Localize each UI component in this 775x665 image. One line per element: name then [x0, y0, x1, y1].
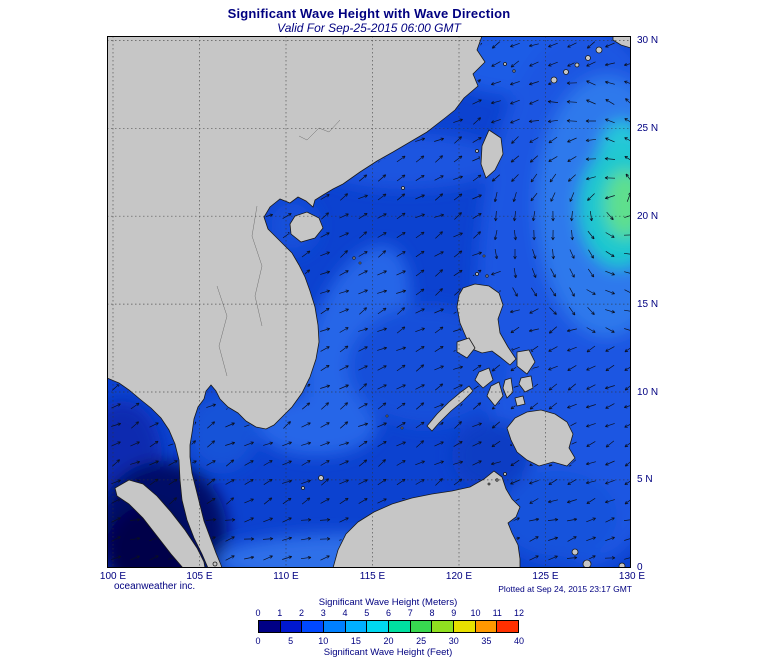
plotted-text: Plotted at Sep 24, 2015 23:17 GMT: [498, 584, 632, 594]
lat-tick-label: 0: [637, 562, 643, 574]
colorbar-segment: [323, 621, 345, 632]
colorbar-segment: [279, 621, 302, 632]
wave-arrows: [111, 41, 631, 561]
feet-tick-label: 35: [481, 636, 492, 646]
lon-tick-label: 120 E: [445, 571, 473, 582]
colorbar-segment: [431, 621, 454, 632]
lon-tick-label: 105 E: [186, 571, 213, 582]
legend-meters-ticks: 0 1 2 3 4 5 6 7 8 9 10 11 12: [255, 608, 524, 618]
lon-tick-label: 110 E: [273, 571, 299, 582]
meters-tick-label: 3: [320, 608, 326, 618]
colorbar-segment: [453, 621, 475, 632]
colorbar-segment: [344, 621, 367, 632]
map-frame-border: [107, 36, 631, 568]
colorbar-segment: [388, 621, 410, 632]
meters-tick-label: 6: [385, 608, 392, 618]
feet-tick-label: 5: [288, 636, 294, 646]
colorbar-segment: [496, 621, 519, 632]
lat-tick-label: 25 N: [637, 122, 659, 134]
feet-tick-label: 40: [513, 636, 525, 646]
colorbar-segment: [409, 621, 432, 632]
meters-tick-label: 7: [407, 608, 413, 618]
meters-tick-label: 4: [342, 608, 348, 618]
lat-tick-label: 20 N: [637, 210, 659, 222]
colorbar-segment: [259, 621, 280, 632]
meters-tick-label: 9: [451, 608, 457, 618]
lon-tick-label: 130 E: [618, 571, 646, 582]
map-canvas: [107, 36, 631, 568]
feet-tick-label: 10: [318, 636, 329, 646]
meters-tick-label: 10: [470, 608, 481, 618]
colorbar-segment: [366, 621, 389, 632]
meters-tick-label: 1: [277, 608, 283, 618]
colorbar-segment: [474, 621, 497, 632]
lat-tick-label: 30 N: [637, 34, 659, 46]
meters-tick-label: 5: [364, 608, 370, 618]
wave-direction-arrow-field: [111, 41, 631, 561]
page-title: Significant Wave Height with Wave Direct…: [227, 6, 511, 21]
meters-tick-label: 8: [429, 608, 435, 618]
map-svg: [107, 36, 631, 568]
colorbar-segment: [301, 621, 324, 632]
credit-text: oceanweather inc.: [114, 581, 196, 592]
legend-feet-title: Significant Wave Height (Feet): [323, 647, 453, 658]
feet-tick-label: 30: [448, 636, 459, 646]
lat-tick-label: 15 N: [637, 298, 659, 310]
lat-tick-label: 10 N: [637, 386, 659, 398]
lon-tick-label: 100 E: [99, 571, 127, 582]
meters-tick-label: 12: [513, 608, 525, 618]
legend-meters-title: Significant Wave Height (Meters): [318, 597, 458, 608]
feet-tick-label: 20: [383, 636, 394, 646]
page-subtitle: Valid For Sep-25-2015 06:00 GMT: [277, 21, 461, 35]
legend-feet-ticks: 0 5 10 15 20 25 30 35 40: [255, 636, 524, 646]
feet-tick-label: 0: [255, 636, 261, 646]
meters-tick-label: 2: [298, 608, 305, 618]
feet-tick-label: 25: [416, 636, 427, 646]
legend-colorbar: [258, 620, 519, 633]
lon-tick-label: 125 E: [532, 571, 559, 582]
lat-tick-label: 5 N: [637, 474, 653, 486]
meters-tick-label: 11: [492, 608, 502, 618]
feet-tick-label: 15: [350, 636, 361, 646]
meters-tick-label: 0: [255, 608, 261, 618]
lon-tick-label: 115 E: [359, 571, 386, 582]
